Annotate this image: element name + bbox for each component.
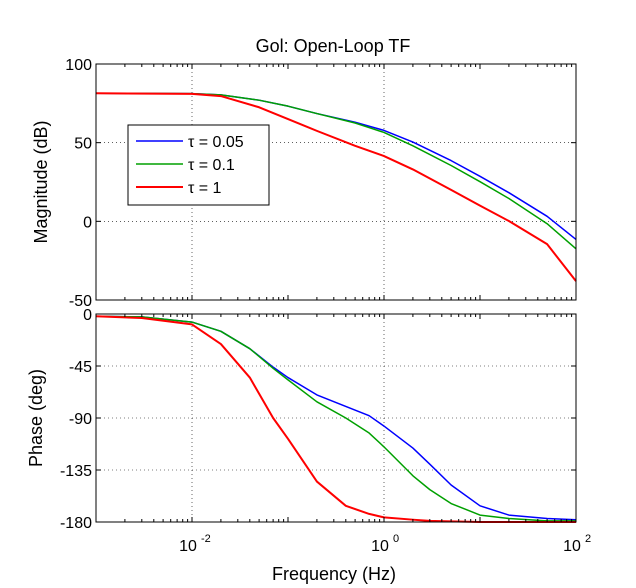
phase-ytick-label: -180: [60, 515, 92, 532]
phase-ytick-label: 0: [83, 307, 92, 324]
xtick-label: 10: [179, 538, 197, 555]
magnitude-axes: -50 0 50 100 Magnitude (dB): [31, 57, 577, 310]
xtick-label: 10: [371, 538, 389, 555]
magnitude-series-line-3: [95, 92, 577, 282]
magnitude-ytick-label: -50: [69, 293, 92, 310]
magnitude-ytick-label: 0: [83, 214, 92, 231]
legend-label: τ = 0.1: [188, 157, 235, 174]
legend-box: [127, 124, 270, 206]
chart-title: Gol: Open-Loop TF: [256, 36, 411, 56]
phase-grid: [96, 314, 576, 522]
xtick-label: 10: [563, 538, 581, 555]
magnitude-axes-box: [95, 63, 577, 301]
phase-ytick-label: -45: [69, 359, 92, 376]
legend: τ = 0.05 τ = 0.1 τ = 1: [127, 124, 270, 206]
magnitude-ytick-label: 50: [74, 136, 92, 153]
magnitude-ytick-label: 100: [65, 57, 92, 74]
phase-ytick-label: -135: [60, 463, 92, 480]
magnitude-series-line-2: [95, 92, 577, 250]
magnitude-lines: [95, 92, 577, 282]
xtick-label-exponent: 0: [393, 533, 399, 545]
magnitude-ylabel: Magnitude (dB): [31, 120, 51, 243]
legend-label: τ = 0.05: [188, 134, 244, 151]
phase-ylabel: Phase (deg): [26, 369, 46, 467]
phase-series-line-2: [95, 315, 576, 522]
xtick-label-exponent: 2: [585, 533, 591, 545]
frequency-xlabel: Frequency (Hz): [272, 564, 396, 584]
phase-ytick-label: -90: [69, 411, 92, 428]
phase-ticks: 0 -45 -90 -135 -180 10 -2 10 0 10 2: [60, 307, 591, 555]
magnitude-ticks: -50 0 50 100: [65, 57, 576, 310]
phase-axes: 0 -45 -90 -135 -180 10 -2 10 0 10 2 Phase (deg) Fr…: [26, 307, 591, 584]
legend-label: τ = 1: [188, 180, 222, 197]
xtick-label-exponent: -2: [201, 533, 211, 545]
